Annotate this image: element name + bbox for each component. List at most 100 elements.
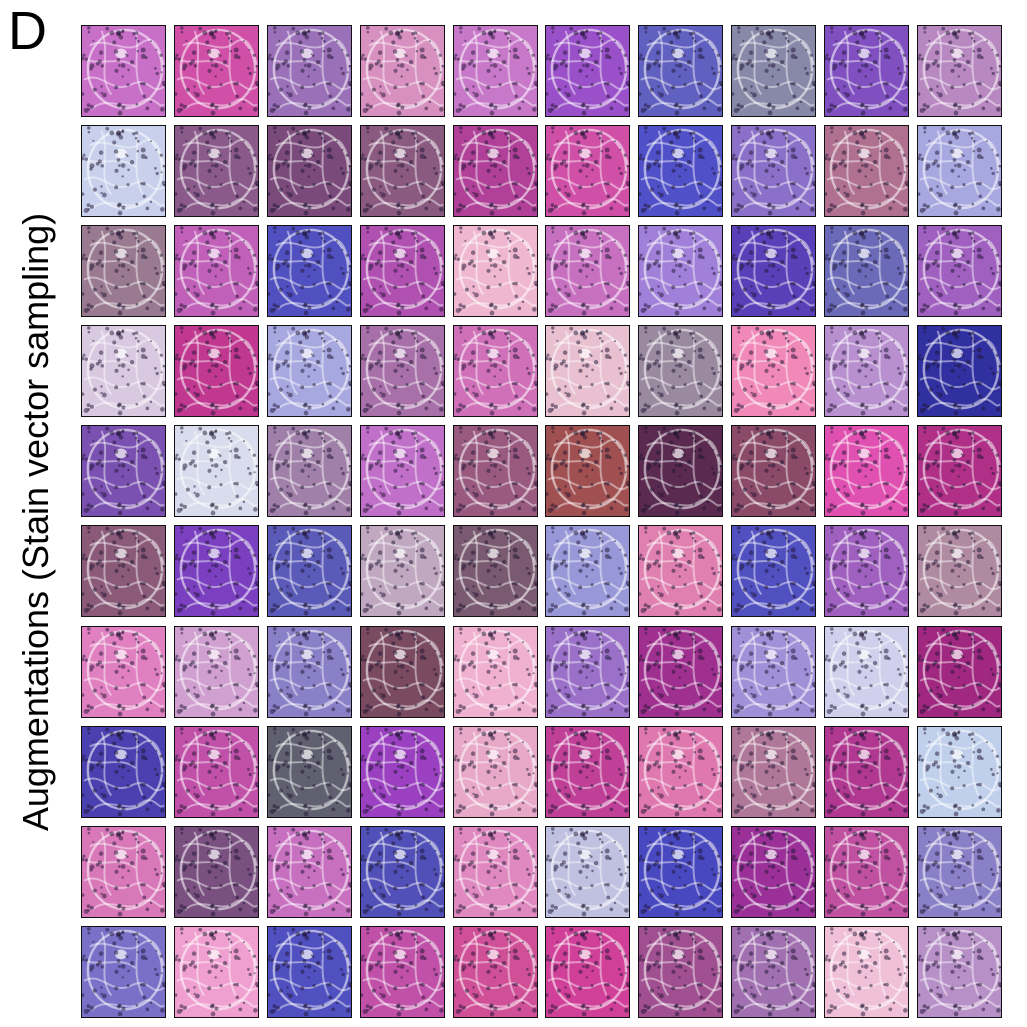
augmentation-tile: [359, 125, 445, 218]
augmentation-tile: [638, 925, 724, 1018]
augmentation-tile: [545, 725, 631, 818]
augmentation-tile: [359, 25, 445, 117]
augmentation-tile: [452, 425, 538, 518]
augmentation-tile: [545, 325, 631, 418]
augmentation-tile: [266, 25, 352, 117]
augmentation-tile: [638, 725, 724, 818]
augmentation-tile: [452, 525, 538, 618]
augmentation-tile: [173, 525, 259, 618]
augmentation-tile: [173, 225, 259, 318]
augmentation-tile: [824, 925, 910, 1018]
augmentation-tile: [452, 725, 538, 818]
augmentation-tile: [917, 225, 1003, 318]
augmentation-tile: [917, 325, 1003, 418]
augmentation-tile: [452, 25, 538, 117]
augmentation-tile: [359, 425, 445, 518]
augmentation-tile: [266, 725, 352, 818]
augmentation-tile: [731, 125, 817, 218]
augmentation-tile: [359, 725, 445, 818]
augmentation-tile: [359, 225, 445, 318]
augmentation-tile: [545, 425, 631, 518]
augmentation-tile: [824, 525, 910, 618]
panel-label: D: [8, 1, 47, 61]
augmentation-tile: [731, 925, 817, 1018]
augmentation-tile: [824, 825, 910, 918]
augmentation-tile: [638, 525, 724, 618]
augmentation-tile: [731, 725, 817, 818]
augmentation-tile: [824, 25, 910, 117]
augmentation-tile: [545, 825, 631, 918]
augmentation-tile: [81, 225, 166, 318]
augmentation-tile: [824, 425, 910, 518]
augmentation-tile: [824, 125, 910, 218]
augmentation-tile: [266, 625, 352, 718]
augmentation-tile: [266, 325, 352, 418]
augmentation-tile: [638, 125, 724, 218]
augmentation-tile: [824, 325, 910, 418]
augmentation-tile: [452, 325, 538, 418]
augmentation-tile: [545, 625, 631, 718]
augmentation-tile: [917, 825, 1003, 918]
augmentation-tile: [731, 425, 817, 518]
augmentation-tile: [452, 825, 538, 918]
augmentation-tile: [917, 925, 1003, 1018]
augmentation-tile: [173, 425, 259, 518]
augmentation-tile: [359, 325, 445, 418]
augmentation-tile: [452, 625, 538, 718]
y-axis-label: Augmentations (Stain vector sampling): [15, 212, 56, 832]
augmentation-tile: [917, 525, 1003, 618]
augmentation-tile: [359, 925, 445, 1018]
augmentation-tile: [917, 725, 1003, 818]
augmentation-tile: [638, 225, 724, 318]
augmentation-tile: [81, 925, 166, 1018]
y-axis-label-container: Augmentations (Stain vector sampling): [0, 0, 72, 1027]
augmentation-tile: [81, 25, 166, 117]
augmentation-tile: [824, 225, 910, 318]
augmentation-tile: [173, 725, 259, 818]
augmentation-tile: [638, 825, 724, 918]
augmentation-tile: [81, 825, 166, 918]
augmentation-tile: [173, 925, 259, 1018]
augmentation-tile: [173, 325, 259, 418]
augmentation-tile: [917, 25, 1003, 117]
augmentation-tile: [731, 825, 817, 918]
augmentation-tile: [731, 325, 817, 418]
augmentation-tile: [81, 525, 166, 618]
augmentation-tile: [731, 225, 817, 318]
augmentation-tile: [81, 425, 166, 518]
augmentation-tile: [359, 625, 445, 718]
augmentation-tile: [917, 425, 1003, 518]
augmentation-tile: [81, 625, 166, 718]
augmentation-tile: [173, 825, 259, 918]
augmentation-tile: [917, 125, 1003, 218]
augmentation-tile: [452, 125, 538, 218]
augmentation-tile: [545, 925, 631, 1018]
augmentation-tile: [638, 625, 724, 718]
augmentation-tile: [81, 325, 166, 418]
augmentation-tile: [638, 425, 724, 518]
augmentation-tile: [266, 125, 352, 218]
augmentation-tile: [173, 625, 259, 718]
augmentation-tile: [545, 525, 631, 618]
augmentation-tile: [266, 925, 352, 1018]
augmentation-tile: [359, 825, 445, 918]
augmentation-tile: [638, 325, 724, 418]
augmentation-tile: [359, 525, 445, 618]
augmentation-tile: [452, 925, 538, 1018]
augmentation-tile: [731, 25, 817, 117]
augmentation-grid: [81, 25, 1003, 1018]
augmentation-tile: [173, 25, 259, 117]
augmentation-tile: [81, 725, 166, 818]
augmentation-tile: [824, 725, 910, 818]
augmentation-tile: [545, 225, 631, 318]
augmentation-tile: [731, 625, 817, 718]
augmentation-tile: [266, 825, 352, 918]
augmentation-tile: [824, 625, 910, 718]
augmentation-tile: [452, 225, 538, 318]
augmentation-tile: [545, 25, 631, 117]
augmentation-tile: [266, 425, 352, 518]
augmentation-tile: [917, 625, 1003, 718]
augmentation-tile: [731, 525, 817, 618]
augmentation-tile: [173, 125, 259, 218]
augmentation-tile: [638, 25, 724, 117]
